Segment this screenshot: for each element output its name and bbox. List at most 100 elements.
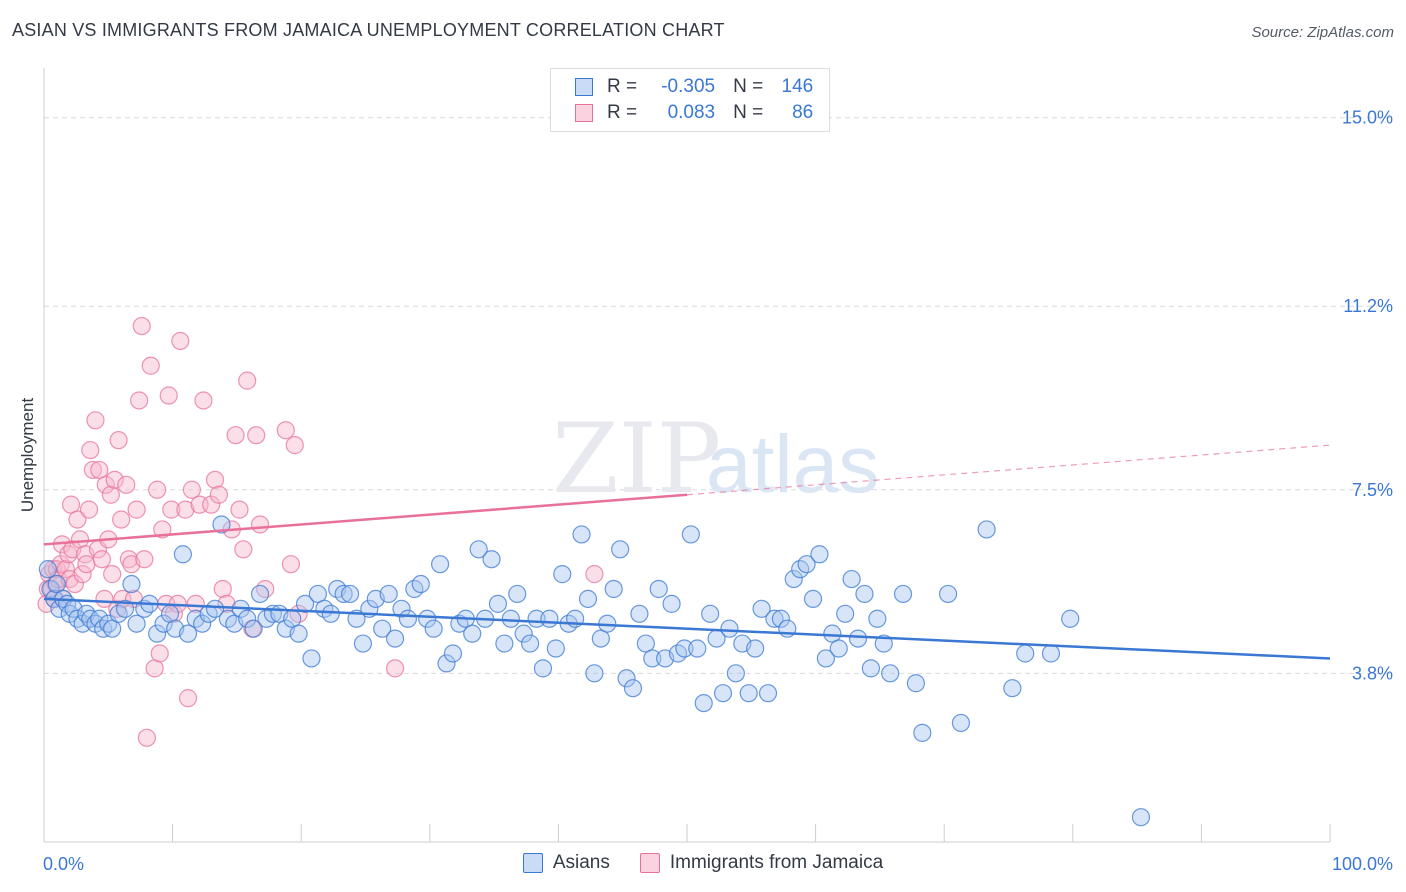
chart-source: Source: ZipAtlas.com [1251, 24, 1394, 41]
jamaica-point [182, 480, 201, 499]
asian-point [617, 669, 636, 688]
jamaica-point [585, 565, 604, 584]
jamaica-point [186, 594, 205, 613]
asian-point [193, 614, 212, 633]
asian-point [521, 634, 540, 653]
jamaica-point [92, 550, 111, 569]
jamaica-point [226, 426, 245, 445]
asian-point [951, 713, 971, 733]
asian-point [212, 515, 231, 534]
asian-point [713, 684, 733, 703]
asian-point [340, 584, 360, 604]
asian-point [540, 609, 559, 628]
jamaica-point [127, 500, 146, 519]
trend-line-jamaica [43, 493, 688, 546]
jamaica-point [83, 460, 102, 480]
asian-point [829, 639, 848, 658]
asian-point [385, 629, 405, 648]
jamaica-point [171, 331, 190, 351]
y-tick-label: 3.8% [1352, 663, 1393, 683]
trend-line-jamaica-extension [686, 444, 1331, 496]
asian-point [701, 604, 720, 623]
jamaica-point [119, 550, 138, 569]
asian-point [38, 560, 57, 579]
asian-point [649, 579, 668, 599]
legend-item-asians: Asians [522, 852, 610, 874]
jamaica-point [65, 574, 84, 594]
x-tick-label: 100.0% [1332, 854, 1393, 874]
asian-point [611, 540, 630, 559]
asian-point [302, 649, 321, 668]
y-axis-label: Unemployment [18, 398, 37, 513]
jamaica-point [109, 431, 128, 450]
jamaica-point [230, 500, 249, 519]
asian-point [758, 684, 778, 703]
asian-point [546, 639, 565, 658]
asian-point [321, 604, 340, 623]
jamaica-point [276, 421, 295, 440]
jamaica-point [285, 436, 304, 455]
legend-swatch-asians [522, 853, 543, 873]
jamaica-point [385, 659, 405, 678]
jamaica-point [105, 470, 124, 489]
legend-row-asians: R = -0.305 N = 146 [575, 75, 813, 99]
gridlines [44, 117, 1392, 674]
asian-point [173, 545, 192, 564]
jamaica-point [148, 480, 167, 499]
asian-point [694, 693, 713, 713]
asian-point [379, 584, 398, 604]
asian-point [810, 545, 829, 564]
jamaica-point [79, 500, 99, 519]
jamaica-point [68, 510, 87, 529]
asian-point [874, 634, 893, 653]
asian-point [392, 599, 411, 618]
jamaica-point [137, 728, 156, 747]
asian-point [861, 659, 880, 678]
asian-point [977, 520, 996, 539]
jamaica-point [256, 579, 275, 599]
asian-point [154, 614, 173, 633]
asian-point [501, 609, 520, 628]
asian-point [726, 664, 745, 683]
asian-point [675, 639, 694, 658]
legend-label-asians: Asians [552, 852, 610, 873]
jamaica-point [205, 470, 225, 489]
y-tick-label: 11.2% [1343, 296, 1393, 316]
asian-point [868, 609, 887, 628]
asian-point [148, 624, 167, 643]
asian-point [739, 684, 758, 703]
watermark-zip: ZIP [552, 403, 721, 515]
asian-point [906, 674, 926, 693]
asian-point [1003, 679, 1022, 698]
jamaica-point [281, 555, 301, 574]
jamaica-point [117, 475, 136, 494]
asian-point [1041, 644, 1061, 663]
jamaica-point [162, 500, 181, 519]
asian-point [178, 624, 198, 643]
asian-point [373, 619, 392, 638]
correlation-legend: R = -0.305 N = 146 R = 0.083 N = 86 [550, 68, 830, 132]
asian-point [604, 579, 623, 599]
asian-point [572, 525, 591, 544]
jamaica-point [247, 426, 266, 445]
asian-point [488, 594, 508, 613]
asian-point [630, 604, 649, 623]
jamaica-point [103, 565, 122, 584]
asian-point [289, 624, 308, 643]
jamaica-point [238, 371, 257, 390]
jamaica-point [81, 440, 100, 460]
jamaica-point [159, 386, 178, 405]
legend-n-label: N = [733, 102, 764, 123]
asian-point [424, 619, 443, 638]
asian-point [771, 609, 790, 628]
legend-n-value-asians: 146 [781, 76, 814, 97]
asian-point [122, 574, 141, 594]
asian-point [765, 609, 784, 628]
asian-point [578, 589, 598, 609]
legend-swatch-jamaica [639, 853, 660, 873]
legend-n-value-jamaica: 86 [792, 102, 814, 123]
jamaica-point [150, 644, 169, 663]
asian-point [585, 664, 604, 683]
asian-point [881, 664, 900, 683]
